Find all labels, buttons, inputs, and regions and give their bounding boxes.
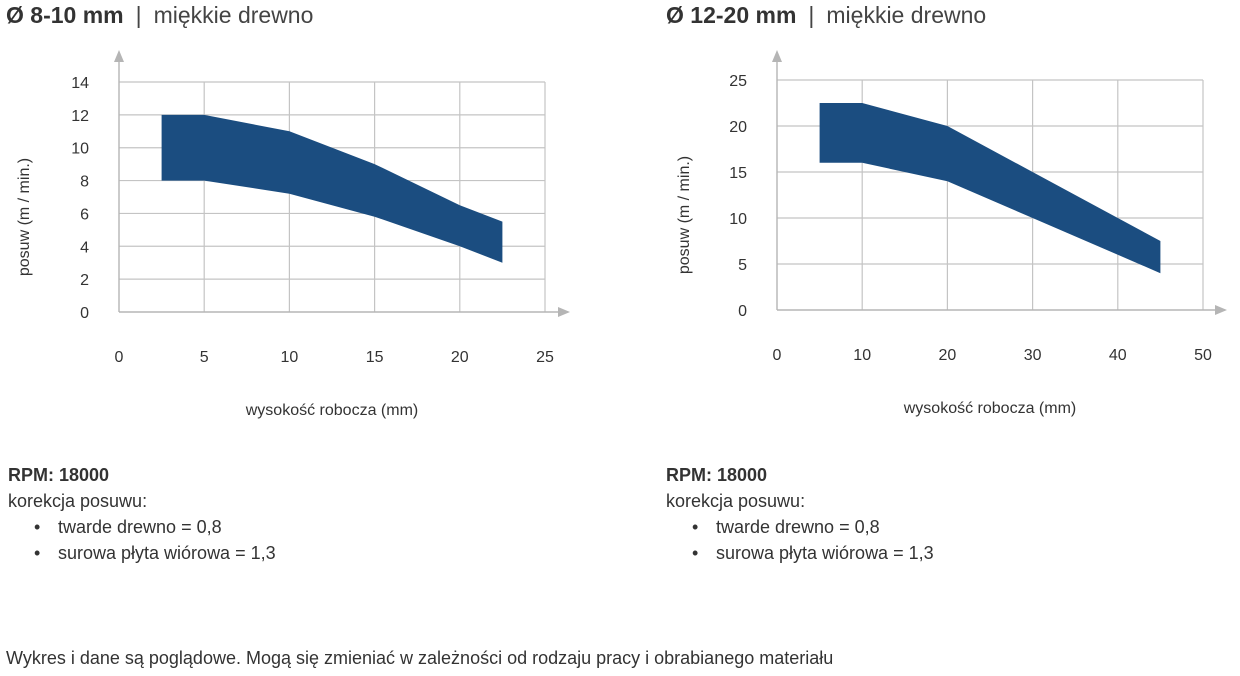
- y-tick-label: 25: [729, 73, 747, 90]
- x-axis-arrow-icon: [558, 307, 570, 317]
- list-item: • surowa płyta wiórowa = 1,3: [34, 540, 276, 566]
- feed-rate-chart: 0 2 4 6 8 10 12 14 0 5 10 15 20 25 wysokość robocza (m…: [16, 50, 570, 419]
- y-tick-label: 14: [71, 75, 89, 92]
- y-axis-arrow-icon: [114, 50, 124, 62]
- y-tick-label: 10: [71, 141, 89, 158]
- rpm-info: RPM: 18000 korekcja posuwu: • twarde drew…: [666, 462, 934, 566]
- x-tick-label: 10: [853, 347, 871, 364]
- feed-rate-band: [819, 103, 1161, 274]
- x-tick-label: 5: [200, 349, 209, 366]
- y-axis-label: posuw (m / min.): [16, 158, 33, 276]
- title-diameter: Ø 12-20 mm: [666, 2, 797, 28]
- y-axis-label: posuw (m / min.): [676, 156, 693, 274]
- bullet-icon: •: [692, 543, 699, 563]
- rpm-info: RPM: 18000 korekcja posuwu: • twarde drew…: [8, 462, 276, 566]
- x-tick-label: 40: [1109, 347, 1127, 364]
- list-item: • surowa płyta wiórowa = 1,3: [692, 540, 934, 566]
- bullet-icon: •: [34, 517, 41, 537]
- chart-panel-right: Ø 12-20 mm | miękkie drewno 0 5 10 15 20 25 0 10 2…: [660, 0, 1240, 600]
- x-axis-label: wysokość robocza (mm): [245, 402, 418, 419]
- x-tick-label: 25: [536, 349, 554, 366]
- correction-list: • twarde drewno = 0,8 • surowa płyta wióro…: [8, 514, 276, 566]
- bullet-icon: •: [34, 543, 41, 563]
- chart-panel-left: Ø 8-10 mm | miękkie drewno 0 2 4 6 8 10 12 14 0 5 10…: [0, 0, 620, 600]
- y-tick-label: 20: [729, 119, 747, 136]
- correction-item: twarde drewno = 0,8: [716, 517, 880, 537]
- y-tick-label: 6: [80, 206, 89, 223]
- title-material: miękkie drewno: [153, 2, 314, 28]
- list-item: • twarde drewno = 0,8: [34, 514, 276, 540]
- correction-item: twarde drewno = 0,8: [58, 517, 222, 537]
- correction-list: • twarde drewno = 0,8 • surowa płyta wióro…: [666, 514, 934, 566]
- feed-rate-chart: 0 5 10 15 20 25 0 10 20 30 40 50 wysokość robocza (m…: [676, 50, 1227, 417]
- y-tick-label: 0: [80, 305, 89, 322]
- x-tick-label: 20: [451, 349, 469, 366]
- x-tick-label: 30: [1024, 347, 1042, 364]
- chart-title: Ø 8-10 mm | miękkie drewno: [6, 2, 313, 29]
- y-tick-label: 8: [80, 174, 89, 191]
- x-axis-arrow-icon: [1215, 305, 1227, 315]
- x-tick-label: 50: [1194, 347, 1212, 364]
- y-tick-label: 2: [80, 272, 89, 289]
- correction-item: surowa płyta wiórowa = 1,3: [58, 543, 276, 563]
- correction-label: korekcja posuwu:: [666, 491, 806, 511]
- title-separator: |: [135, 2, 142, 28]
- list-item: • twarde drewno = 0,8: [692, 514, 934, 540]
- x-tick-label: 20: [939, 347, 957, 364]
- rpm-label: RPM: 18000: [666, 465, 768, 485]
- rpm-label: RPM: 18000: [8, 465, 110, 485]
- y-tick-label: 10: [729, 211, 747, 228]
- x-axis-label: wysokość robocza (mm): [903, 400, 1076, 417]
- y-tick-label: 15: [729, 165, 747, 182]
- title-diameter: Ø 8-10 mm: [6, 2, 124, 28]
- y-axis-arrow-icon: [772, 50, 782, 62]
- x-tick-label: 10: [281, 349, 299, 366]
- title-material: miękkie drewno: [826, 2, 987, 28]
- correction-item: surowa płyta wiórowa = 1,3: [716, 543, 934, 563]
- x-tick-label: 0: [773, 347, 782, 364]
- title-separator: |: [808, 2, 815, 28]
- x-tick-label: 0: [115, 349, 124, 366]
- footnote: Wykres i dane są poglądowe. Mogą się zmi…: [6, 648, 834, 668]
- x-tick-label: 15: [366, 349, 384, 366]
- y-tick-label: 5: [738, 257, 747, 274]
- y-tick-label: 0: [738, 303, 747, 320]
- bullet-icon: •: [692, 517, 699, 537]
- correction-label: korekcja posuwu:: [8, 491, 148, 511]
- y-tick-label: 4: [80, 239, 89, 256]
- y-tick-label: 12: [71, 108, 89, 125]
- chart-title: Ø 12-20 mm | miękkie drewno: [666, 2, 986, 29]
- feed-rate-band: [161, 114, 503, 263]
